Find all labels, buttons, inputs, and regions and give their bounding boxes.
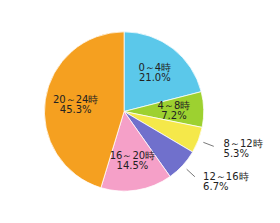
svg-text:0～4時21.0%: 0～4時21.0% (138, 62, 171, 83)
svg-text:12～16時6.7%: 12～16時6.7% (203, 171, 248, 192)
svg-text:4～8時7.2%: 4～8時7.2% (158, 100, 191, 121)
svg-text:8～12時5.3%: 8～12時5.3% (224, 138, 263, 159)
svg-text:20～24時45.3%: 20～24時45.3% (53, 94, 98, 115)
svg-text:16～20時14.5%: 16～20時14.5% (110, 150, 155, 171)
